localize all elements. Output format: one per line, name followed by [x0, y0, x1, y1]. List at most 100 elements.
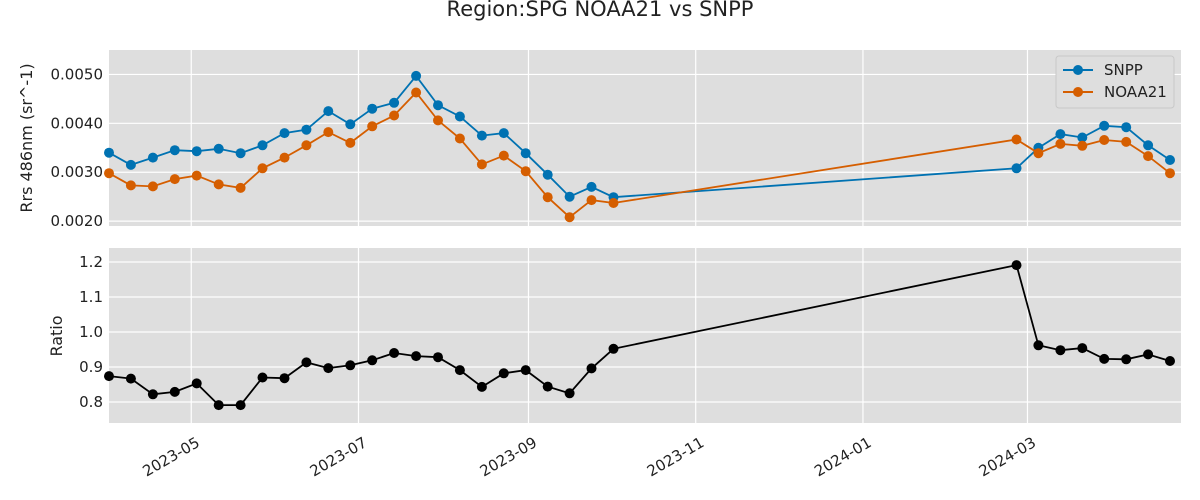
snpp-data-point	[520, 148, 531, 159]
snpp-data-point	[125, 159, 136, 170]
ratio-data-point	[1165, 356, 1175, 366]
ratio-y-tick-label: 1.1	[79, 288, 103, 306]
rrs-y-tick-labels: 0.0020 0.0030 0.0040 0.0050	[51, 65, 104, 230]
snpp-data-point	[1121, 122, 1132, 133]
noaa21-data-point	[125, 180, 136, 191]
ratio-data-point	[125, 373, 136, 384]
noaa21-data-point	[345, 137, 356, 148]
ratio-data-point	[608, 343, 619, 354]
x-tick-label: 2024-01	[811, 433, 874, 480]
noaa21-data-point	[1077, 140, 1088, 151]
ratio-data-point	[1099, 353, 1110, 364]
ratio-data-point	[586, 363, 597, 374]
noaa21-data-point	[564, 212, 575, 223]
ratio-data-point	[257, 372, 268, 383]
snpp-data-point	[1011, 163, 1022, 174]
rrs-series-marks	[104, 70, 1175, 223]
noaa21-data-point	[1121, 136, 1132, 147]
ratio-y-tick-label: 0.9	[79, 358, 103, 376]
snpp-data-point	[301, 124, 312, 135]
ratio-data-point	[498, 368, 509, 379]
snpp-data-point	[1055, 129, 1066, 140]
x-tick-label: 2023-09	[477, 433, 540, 480]
rrs-y-tick-label: 0.0050	[51, 65, 104, 83]
rrs-y-axis-label: Rrs 486nm (sr^-1)	[17, 63, 36, 212]
snpp-data-point	[169, 145, 180, 156]
noaa21-data-point	[1165, 168, 1175, 179]
ratio-data-point	[1121, 354, 1132, 365]
ratio-data-point	[191, 378, 202, 389]
noaa21-data-point	[1033, 148, 1044, 159]
ratio-y-tick-label: 1.0	[79, 323, 103, 341]
ratio-data-point	[454, 365, 465, 376]
ratio-data-point	[520, 365, 531, 376]
noaa21-data-point	[301, 140, 312, 151]
ratio-y-grid	[109, 261, 1181, 403]
legend-marker-snpp	[1073, 65, 1083, 75]
noaa21-data-point	[520, 166, 531, 177]
ratio-data-point	[323, 363, 334, 374]
noaa21-data-point	[411, 87, 422, 98]
legend-label-snpp: SNPP	[1104, 61, 1143, 79]
noaa21-data-point	[608, 198, 619, 208]
snpp-data-point	[389, 97, 400, 108]
rrs-y-tick-label: 0.0040	[51, 114, 104, 132]
ratio-data-point	[1033, 340, 1044, 351]
ratio-y-tick-label: 0.8	[79, 393, 103, 411]
noaa21-data-point	[542, 192, 553, 203]
noaa21-data-point	[433, 115, 443, 126]
snpp-data-point	[323, 106, 334, 117]
snpp-data-point	[235, 148, 246, 159]
snpp-data-point	[564, 191, 575, 202]
noaa21-data-point	[235, 182, 246, 193]
noaa21-data-point	[147, 181, 158, 192]
ratio-x-grid	[190, 248, 1029, 423]
snpp-data-point	[454, 111, 465, 122]
noaa21-data-point	[454, 133, 465, 144]
ratio-data-point	[433, 352, 443, 363]
snpp-data-point	[476, 130, 487, 141]
snpp-data-point	[257, 140, 268, 151]
ratio-data-point	[235, 400, 246, 411]
legend-label-noaa21: NOAA21	[1104, 83, 1167, 101]
ratio-series-marks	[104, 260, 1175, 411]
ratio-data-point	[367, 355, 378, 366]
rrs-y-tick-label: 0.0030	[51, 163, 104, 181]
ratio-data-point	[213, 400, 224, 411]
ratio-data-point	[301, 357, 312, 368]
ratio-data-point	[169, 386, 180, 397]
snpp-data-point	[104, 147, 114, 158]
noaa21-data-point	[1143, 151, 1154, 162]
noaa21-data-point	[169, 174, 180, 185]
ratio-data-point	[476, 381, 487, 392]
ratio-data-point	[542, 381, 553, 392]
noaa21-data-point	[323, 127, 334, 138]
ratio-data-point	[345, 360, 356, 371]
ratio-plot-area	[109, 248, 1181, 423]
rrs-y-grid	[109, 73, 1181, 222]
x-tick-label: 2023-05	[140, 433, 203, 480]
noaa21-data-point	[1011, 134, 1022, 145]
noaa21-data-point	[586, 195, 597, 206]
noaa21-data-point	[213, 179, 224, 190]
noaa21-data-point	[191, 170, 202, 181]
snpp-data-point	[1099, 120, 1110, 131]
ratio-data-point	[564, 388, 575, 399]
snpp-data-point	[367, 103, 378, 114]
ratio-panel: 0.8 0.9 1.0 1.1 1.2 Ratio	[47, 248, 1181, 423]
snpp-data-point	[345, 119, 356, 130]
noaa21-data-point	[257, 163, 268, 174]
x-tick-label: 2024-03	[976, 433, 1039, 480]
snpp-data-point	[1143, 140, 1154, 151]
noaa21-data-point	[279, 152, 290, 163]
chart-title: Region:SPG NOAA21 vs SNPP	[447, 0, 754, 21]
rrs-plot-area	[109, 50, 1181, 226]
ratio-data-point	[389, 348, 400, 358]
noaa21-data-point	[476, 159, 487, 170]
snpp-data-point	[542, 169, 553, 180]
noaa21-data-point	[389, 110, 400, 121]
snpp-data-point	[498, 128, 509, 139]
snpp-data-point	[433, 100, 443, 111]
ratio-data-point	[1011, 260, 1022, 271]
